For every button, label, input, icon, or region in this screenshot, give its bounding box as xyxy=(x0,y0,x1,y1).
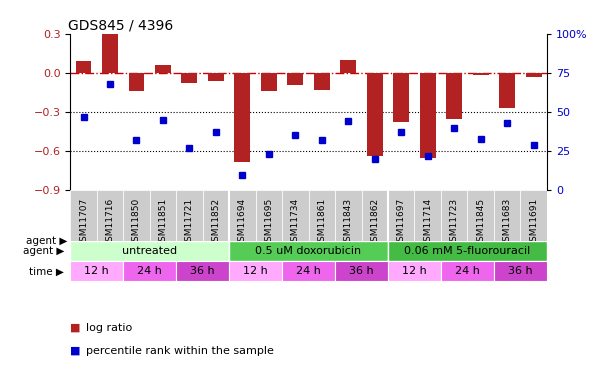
Bar xyxy=(123,190,150,242)
Bar xyxy=(76,61,92,73)
Text: 24 h: 24 h xyxy=(455,266,480,276)
Text: 24 h: 24 h xyxy=(137,266,162,276)
Text: 24 h: 24 h xyxy=(296,266,321,276)
Bar xyxy=(393,73,409,122)
Bar xyxy=(176,190,203,242)
Text: log ratio: log ratio xyxy=(86,323,132,333)
Bar xyxy=(441,190,467,242)
Bar xyxy=(181,73,197,83)
Bar xyxy=(340,60,356,73)
Bar xyxy=(525,73,541,77)
Text: 36 h: 36 h xyxy=(349,266,374,276)
Bar xyxy=(203,190,229,242)
Bar xyxy=(155,65,171,73)
Text: GSM11716: GSM11716 xyxy=(106,198,114,247)
Text: agent ▶: agent ▶ xyxy=(23,246,64,256)
Text: agent ▶: agent ▶ xyxy=(26,236,67,246)
Text: GSM11851: GSM11851 xyxy=(158,198,167,247)
Bar xyxy=(235,73,251,162)
Bar xyxy=(388,242,547,261)
Bar xyxy=(287,73,303,85)
Text: ■: ■ xyxy=(70,323,81,333)
Bar xyxy=(229,190,255,242)
Text: GSM11695: GSM11695 xyxy=(265,198,273,247)
Text: GSM11721: GSM11721 xyxy=(185,198,194,247)
Text: GDS845 / 4396: GDS845 / 4396 xyxy=(68,19,173,33)
Bar xyxy=(261,73,277,91)
Text: GSM11845: GSM11845 xyxy=(476,198,485,247)
Bar xyxy=(494,261,547,281)
Text: GSM11723: GSM11723 xyxy=(450,198,459,247)
Bar xyxy=(229,261,282,281)
Text: GSM11694: GSM11694 xyxy=(238,198,247,247)
Bar xyxy=(362,190,388,242)
Text: GSM11850: GSM11850 xyxy=(132,198,141,247)
Text: 12 h: 12 h xyxy=(84,266,109,276)
Text: GSM11843: GSM11843 xyxy=(344,198,353,247)
Bar xyxy=(521,190,547,242)
Bar xyxy=(494,190,521,242)
Text: 12 h: 12 h xyxy=(243,266,268,276)
Bar xyxy=(414,190,441,242)
Bar xyxy=(499,73,515,108)
Text: 12 h: 12 h xyxy=(402,266,427,276)
Bar xyxy=(150,190,176,242)
Bar xyxy=(70,242,229,261)
Text: untreated: untreated xyxy=(122,246,177,256)
Text: time ▶: time ▶ xyxy=(29,266,64,276)
Bar xyxy=(441,261,494,281)
Bar xyxy=(70,261,123,281)
Bar xyxy=(335,190,362,242)
Text: 36 h: 36 h xyxy=(191,266,215,276)
Text: GSM11862: GSM11862 xyxy=(370,198,379,247)
Bar xyxy=(97,190,123,242)
Text: percentile rank within the sample: percentile rank within the sample xyxy=(86,346,273,355)
Text: 36 h: 36 h xyxy=(508,266,533,276)
Bar xyxy=(335,261,388,281)
Text: 0.06 mM 5-fluorouracil: 0.06 mM 5-fluorouracil xyxy=(404,246,530,256)
Text: GSM11691: GSM11691 xyxy=(529,198,538,247)
Bar xyxy=(70,190,97,242)
Text: GSM11683: GSM11683 xyxy=(503,198,511,247)
Bar xyxy=(123,261,176,281)
Bar xyxy=(446,73,462,118)
Text: 0.5 uM doxorubicin: 0.5 uM doxorubicin xyxy=(255,246,362,256)
Bar xyxy=(367,73,382,156)
Text: GSM11707: GSM11707 xyxy=(79,198,88,247)
Bar xyxy=(309,190,335,242)
Bar xyxy=(102,34,118,73)
Bar xyxy=(473,73,489,75)
Text: GSM11861: GSM11861 xyxy=(317,198,326,247)
Bar xyxy=(388,190,414,242)
Bar xyxy=(255,190,282,242)
Bar xyxy=(314,73,330,90)
Bar xyxy=(467,190,494,242)
Text: GSM11697: GSM11697 xyxy=(397,198,406,247)
Text: GSM11852: GSM11852 xyxy=(211,198,221,247)
Bar xyxy=(128,73,144,91)
Text: GSM11734: GSM11734 xyxy=(291,198,300,247)
Bar xyxy=(420,73,436,158)
Text: GSM11714: GSM11714 xyxy=(423,198,432,247)
Bar xyxy=(208,73,224,81)
Bar xyxy=(176,261,229,281)
Bar xyxy=(282,190,309,242)
Bar xyxy=(229,242,388,261)
Text: ■: ■ xyxy=(70,346,81,355)
Bar xyxy=(282,261,335,281)
Bar xyxy=(388,261,441,281)
